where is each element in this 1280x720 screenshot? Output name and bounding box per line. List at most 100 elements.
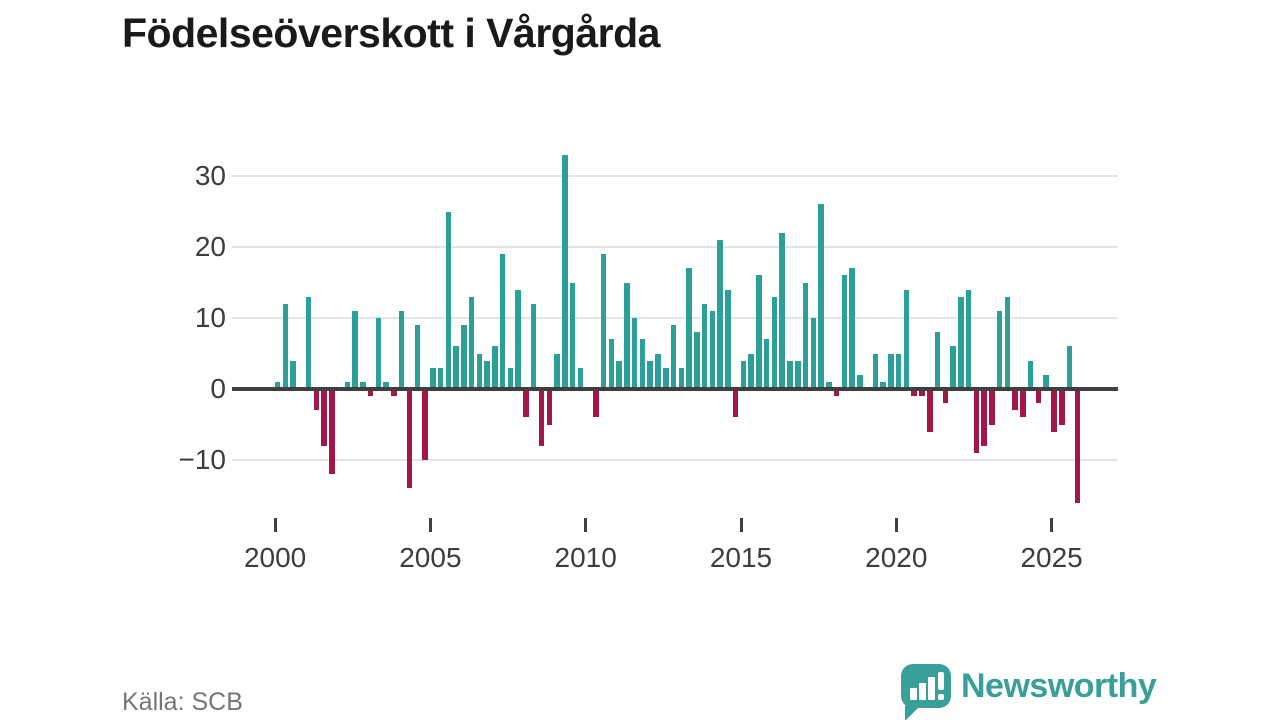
bar [554, 353, 560, 391]
bar [484, 360, 490, 391]
chart-title: Födelseöverskott i Vårgårda [122, 10, 660, 56]
bar [1020, 391, 1026, 418]
bar [965, 289, 972, 391]
bar [453, 346, 459, 391]
x-axis-tick [428, 518, 432, 532]
bar [593, 391, 599, 418]
bar [841, 275, 848, 391]
bar [414, 325, 421, 391]
bar [1074, 391, 1081, 503]
logo-wordmark: Newsworthy [961, 667, 1157, 705]
bar [375, 318, 382, 391]
bar [810, 318, 817, 391]
bar-chart-icon [928, 677, 935, 700]
bar [305, 296, 312, 391]
bar [321, 391, 327, 446]
exclamation-icon [938, 694, 944, 700]
bar [826, 381, 832, 391]
gridline [232, 317, 1118, 319]
bar [950, 346, 956, 391]
bar [624, 282, 630, 391]
bar [1043, 374, 1049, 391]
y-axis-label: 30 [194, 160, 226, 191]
bar [740, 360, 747, 391]
bar [919, 391, 925, 397]
bar [290, 360, 296, 391]
bar [802, 282, 809, 391]
bar [523, 391, 529, 418]
bar [437, 367, 444, 391]
bar [779, 232, 785, 391]
bar [499, 254, 506, 391]
x-axis-tick [894, 518, 898, 532]
y-axis-label: 0 [210, 373, 226, 404]
bar [771, 296, 778, 391]
bar [631, 318, 638, 391]
bar [639, 339, 646, 391]
newsworthy-logo: Newsworthy [901, 664, 1161, 720]
bar-chart-icon [919, 683, 926, 700]
bar [895, 353, 902, 391]
bar [694, 332, 700, 391]
bar [1012, 391, 1018, 411]
bar [398, 310, 405, 391]
bar [468, 296, 475, 391]
bar [445, 211, 452, 391]
source-note: Källa: SCB [122, 688, 243, 716]
bar [748, 353, 754, 391]
bar [709, 310, 716, 391]
bar [880, 381, 886, 391]
bar [795, 360, 801, 391]
bar [383, 381, 389, 391]
bar [274, 381, 281, 391]
x-axis-tick [1050, 518, 1054, 532]
x-axis-tick [739, 518, 743, 532]
bar [872, 353, 879, 391]
bar [833, 391, 840, 397]
x-axis-label: 2020 [865, 542, 928, 573]
bar [763, 339, 770, 391]
bar [430, 367, 436, 391]
x-axis-label: 2005 [399, 542, 462, 573]
x-axis-label: 2010 [554, 542, 617, 573]
bar [391, 391, 397, 397]
bar-chart-icon [910, 688, 917, 700]
bar [1035, 391, 1042, 404]
bar [507, 367, 514, 391]
exclamation-icon [938, 672, 944, 690]
y-axis-label: 20 [194, 231, 226, 262]
bar [787, 360, 793, 391]
bar [701, 303, 708, 391]
bar [1066, 346, 1073, 391]
bar [367, 391, 374, 397]
bar [530, 303, 537, 391]
bar [608, 339, 615, 391]
bar [569, 282, 576, 391]
gridline [232, 246, 1118, 248]
speech-bubble-icon [901, 664, 951, 708]
bar [717, 239, 723, 391]
bar [989, 391, 995, 425]
bar [344, 381, 351, 391]
bar [686, 268, 692, 391]
bar [981, 391, 987, 446]
bar [546, 391, 553, 425]
bar [663, 367, 669, 391]
bar [818, 204, 824, 391]
bar [492, 346, 498, 391]
bar [973, 391, 980, 453]
bar [1051, 391, 1057, 432]
bar [476, 353, 483, 391]
bar [647, 360, 653, 391]
bar [756, 275, 762, 391]
y-axis-label: 10 [194, 302, 226, 333]
x-axis-label: 2025 [1020, 542, 1083, 573]
speech-bubble-tail [905, 706, 920, 720]
gridline [232, 459, 1118, 461]
bar [849, 268, 855, 391]
bar [927, 391, 933, 432]
x-axis-tick [273, 518, 277, 532]
bar [422, 391, 428, 460]
bar [732, 391, 739, 418]
